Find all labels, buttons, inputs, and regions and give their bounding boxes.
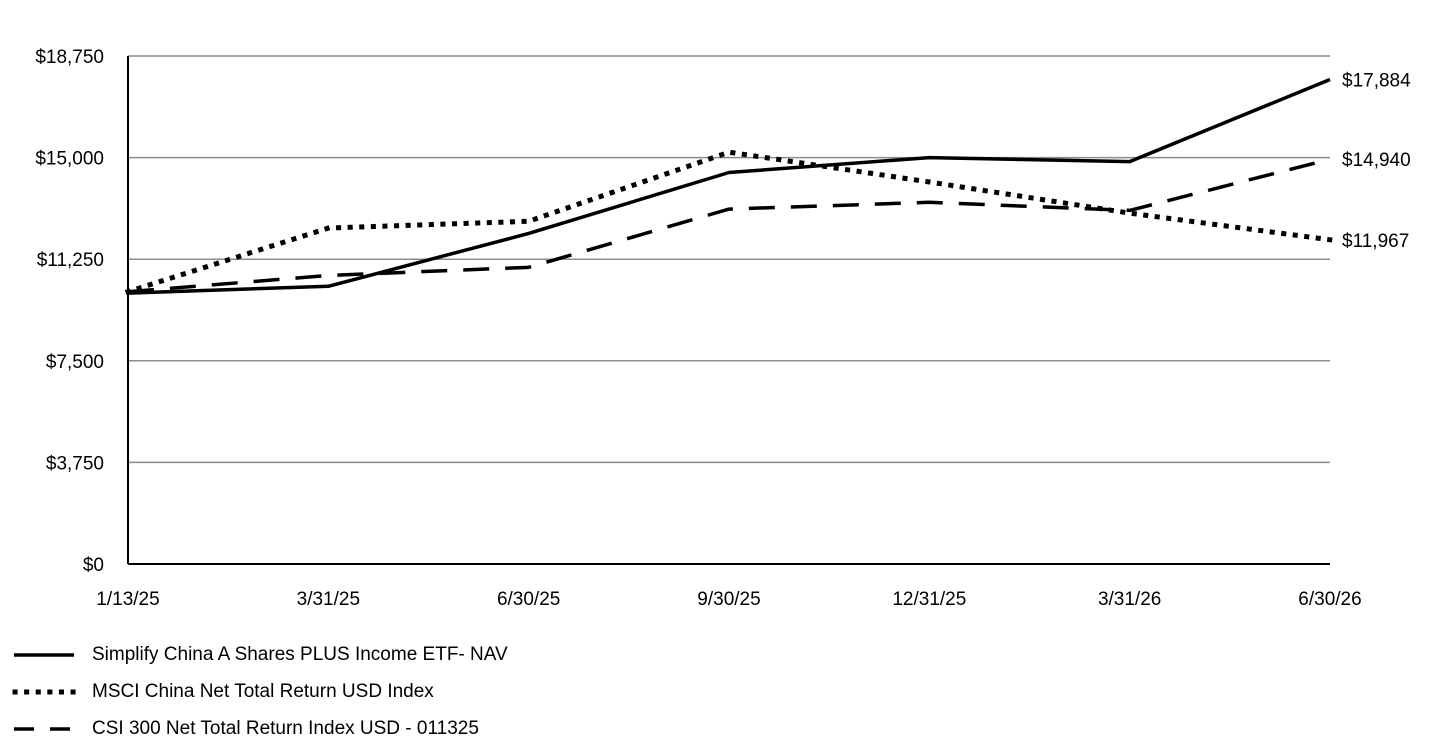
legend-label: MSCI China Net Total Return USD Index bbox=[92, 681, 434, 703]
y-tick-label: $3,750 bbox=[46, 453, 104, 474]
x-tick-label: 12/31/25 bbox=[892, 589, 966, 610]
x-tick-label: 6/30/26 bbox=[1298, 589, 1361, 610]
x-tick-label: 3/31/26 bbox=[1098, 589, 1161, 610]
x-tick-label: 9/30/25 bbox=[697, 589, 760, 610]
legend-label: Simplify China A Shares PLUS Income ETF-… bbox=[92, 644, 508, 666]
end-value-label: $17,884 bbox=[1342, 70, 1411, 91]
axes bbox=[128, 56, 1330, 564]
legend-item-msci: MSCI China Net Total Return USD Index bbox=[12, 673, 912, 710]
x-tick-label: 6/30/25 bbox=[497, 589, 560, 610]
x-axis-ticks: 1/13/25 3/31/25 6/30/25 9/30/25 12/31/25 3/31… bbox=[96, 589, 1361, 610]
series-line-solid bbox=[128, 79, 1330, 293]
y-tick-label: $7,500 bbox=[46, 352, 104, 373]
legend-swatch-dashed bbox=[12, 723, 76, 735]
legend: Simplify China A Shares PLUS Income ETF-… bbox=[12, 636, 912, 747]
legend-swatch-solid bbox=[12, 649, 76, 661]
legend-label: CSI 300 Net Total Return Index USD - 011… bbox=[92, 718, 479, 740]
y-tick-label: $18,750 bbox=[35, 47, 104, 68]
x-tick-label: 1/13/25 bbox=[96, 589, 159, 610]
y-tick-label: $11,250 bbox=[37, 250, 104, 271]
y-axis-ticks: $0 $3,750 $7,500 $11,250 $15,000 $18,750 bbox=[35, 47, 104, 576]
gridlines bbox=[128, 56, 1330, 462]
end-value-label: $14,940 bbox=[1342, 150, 1411, 171]
x-tick-label: 3/31/25 bbox=[297, 589, 360, 610]
y-tick-label: $0 bbox=[83, 555, 104, 576]
end-value-label: $11,967 bbox=[1342, 231, 1409, 252]
y-tick-label: $15,000 bbox=[35, 149, 104, 170]
end-value-labels: $17,884 $11,967 $14,940 bbox=[1342, 70, 1411, 251]
series-lines bbox=[128, 79, 1330, 293]
legend-item-nav: Simplify China A Shares PLUS Income ETF-… bbox=[12, 636, 912, 673]
series-line-dashed bbox=[128, 159, 1330, 291]
legend-swatch-dotted bbox=[12, 686, 76, 698]
line-chart: $0 $3,750 $7,500 $11,250 $15,000 $18,750 1/13… bbox=[0, 0, 1440, 630]
legend-item-csi: CSI 300 Net Total Return Index USD - 011… bbox=[12, 710, 912, 747]
